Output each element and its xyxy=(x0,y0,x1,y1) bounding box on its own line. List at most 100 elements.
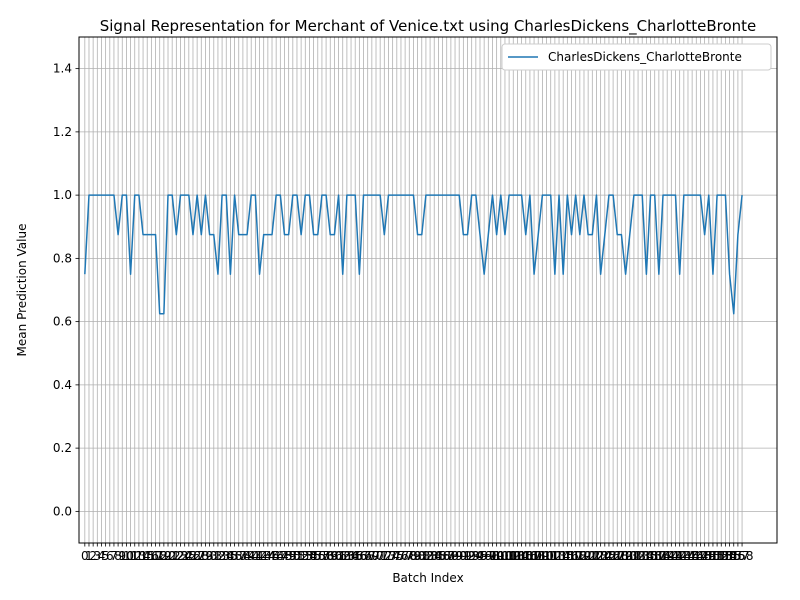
x-tick-label: 128 xyxy=(606,549,629,563)
x-tick-label: 30 xyxy=(202,549,217,563)
x-tick-label: 18 xyxy=(152,549,167,563)
legend-label: CharlesDickens_CharlotteBronte xyxy=(548,50,742,64)
x-tick-label: 66 xyxy=(352,549,367,563)
x-tick-label: 108 xyxy=(523,549,546,563)
y-tick-label: 1.2 xyxy=(53,125,72,139)
y-tick-label: 0.4 xyxy=(53,378,72,392)
x-tick-label: 24 xyxy=(177,549,192,563)
x-tick-label: 113 xyxy=(543,549,566,563)
x-tick-label: 142 xyxy=(664,549,687,563)
x-tick-label: 150 xyxy=(697,549,720,563)
x-tick-label: 22 xyxy=(169,549,184,563)
x-tick-label: 123 xyxy=(585,549,608,563)
x-tick-label: 151 xyxy=(701,549,724,563)
x-tick-label: 56 xyxy=(310,549,325,563)
x-tick-label: 36 xyxy=(227,549,242,563)
x-tick-label: 72 xyxy=(377,549,392,563)
x-tick-label: 99 xyxy=(489,549,504,563)
x-tick-label: 42 xyxy=(252,549,267,563)
x-tick-label: 77 xyxy=(397,549,412,563)
y-tick-label: 1.0 xyxy=(53,188,72,202)
x-tick-label: 38 xyxy=(235,549,250,563)
x-tick-label: 135 xyxy=(635,549,658,563)
x-tick-label: 116 xyxy=(556,549,579,563)
x-tick-label: 44 xyxy=(260,549,275,563)
plot-frame xyxy=(78,36,778,544)
x-tick-label: 65 xyxy=(348,549,363,563)
x-tick-label: 67 xyxy=(356,549,371,563)
x-tick-label: 50 xyxy=(285,549,300,563)
x-tick-label: 155 xyxy=(718,549,741,563)
x-tick-label: 112 xyxy=(539,549,562,563)
x-tick-label: 26 xyxy=(185,549,200,563)
x-tick-label: 63 xyxy=(339,549,354,563)
x-tick-label: 84 xyxy=(427,549,442,563)
x-tick-label: 134 xyxy=(631,549,654,563)
x-tick-label: 145 xyxy=(677,549,700,563)
x-tick-label: 71 xyxy=(373,549,388,563)
x-tick-label: 92 xyxy=(460,549,475,563)
x-tick-label: 103 xyxy=(502,549,525,563)
x-tick-label: 89 xyxy=(447,549,462,563)
x-tick-label: 117 xyxy=(560,549,583,563)
x-tick-label: 54 xyxy=(302,549,317,563)
x-tick-label: 80 xyxy=(410,549,425,563)
x-tick-label: 140 xyxy=(656,549,679,563)
axis-ticks: 0.00.20.40.60.81.01.21.40123456789101112… xyxy=(53,62,754,563)
x-tick-label: 131 xyxy=(618,549,641,563)
x-tick-label: 109 xyxy=(527,549,550,563)
x-tick-label: 133 xyxy=(627,549,650,563)
x-tick-label: 49 xyxy=(281,549,296,563)
x-tick-label: 68 xyxy=(360,549,375,563)
x-tick-label: 122 xyxy=(581,549,604,563)
x-axis-label: Batch Index xyxy=(392,571,463,585)
x-tick-label: 144 xyxy=(672,549,695,563)
x-tick-label: 69 xyxy=(364,549,379,563)
x-tick-label: 27 xyxy=(189,549,204,563)
x-tick-label: 125 xyxy=(593,549,616,563)
x-tick-label: 33 xyxy=(214,549,229,563)
x-tick-label: 148 xyxy=(689,549,712,563)
x-tick-label: 37 xyxy=(231,549,246,563)
x-tick-label: 40 xyxy=(244,549,259,563)
x-tick-label: 90 xyxy=(452,549,467,563)
x-tick-label: 48 xyxy=(277,549,292,563)
x-tick-label: 7 xyxy=(110,549,118,563)
x-tick-label: 106 xyxy=(514,549,537,563)
x-tick-label: 100 xyxy=(489,549,512,563)
x-tick-label: 39 xyxy=(239,549,254,563)
x-tick-label: 76 xyxy=(393,549,408,563)
x-tick-label: 47 xyxy=(273,549,288,563)
x-tick-label: 2 xyxy=(89,549,97,563)
series-layer xyxy=(84,194,743,315)
x-tick-label: 34 xyxy=(219,549,234,563)
x-tick-label: 97 xyxy=(481,549,496,563)
x-tick-label: 20 xyxy=(160,549,175,563)
x-tick-label: 1 xyxy=(85,549,93,563)
x-tick-label: 107 xyxy=(518,549,541,563)
x-tick-label: 156 xyxy=(722,549,745,563)
x-tick-label: 19 xyxy=(156,549,171,563)
x-tick-label: 121 xyxy=(577,549,600,563)
y-tick-label: 0.0 xyxy=(53,504,72,518)
x-tick-label: 152 xyxy=(706,549,729,563)
x-tick-label: 83 xyxy=(422,549,437,563)
y-tick-label: 0.2 xyxy=(53,441,72,455)
x-tick-label: 111 xyxy=(535,549,558,563)
x-tick-label: 79 xyxy=(406,549,421,563)
x-tick-label: 59 xyxy=(323,549,338,563)
x-tick-label: 147 xyxy=(685,549,708,563)
x-tick-label: 154 xyxy=(714,549,737,563)
x-tick-label: 124 xyxy=(589,549,612,563)
x-tick-label: 5 xyxy=(102,549,110,563)
x-tick-label: 93 xyxy=(464,549,479,563)
x-tick-label: 105 xyxy=(510,549,533,563)
x-tick-label: 118 xyxy=(564,549,587,563)
x-tick-label: 85 xyxy=(431,549,446,563)
x-tick-label: 130 xyxy=(614,549,637,563)
x-tick-label: 9 xyxy=(118,549,126,563)
x-tick-label: 31 xyxy=(206,549,221,563)
x-tick-label: 141 xyxy=(660,549,683,563)
y-tick-label: 0.8 xyxy=(53,251,72,265)
legend-box xyxy=(501,43,772,71)
